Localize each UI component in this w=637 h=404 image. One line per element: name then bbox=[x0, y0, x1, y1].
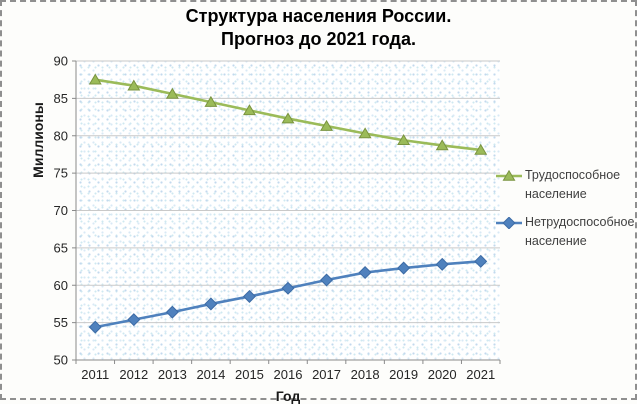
y-tick-label: 55 bbox=[54, 315, 68, 330]
data-point-marker[interactable] bbox=[88, 320, 102, 334]
y-tick-label: 85 bbox=[54, 91, 68, 106]
legend-marker bbox=[502, 217, 516, 229]
x-tick-label: 2014 bbox=[196, 367, 225, 382]
legend-diamond-marker-icon bbox=[496, 217, 522, 229]
data-point-marker[interactable] bbox=[358, 266, 372, 280]
x-tick-label: 2013 bbox=[158, 367, 187, 382]
y-tick-label: 65 bbox=[54, 240, 68, 255]
y-tick-label: 75 bbox=[54, 166, 68, 181]
x-tick-label: 2011 bbox=[81, 367, 109, 382]
data-point-marker[interactable] bbox=[474, 143, 488, 155]
data-point-marker[interactable] bbox=[281, 281, 295, 295]
x-tick-label: 2018 bbox=[351, 367, 380, 382]
data-point-marker[interactable] bbox=[397, 261, 411, 275]
data-point-marker[interactable] bbox=[474, 254, 488, 268]
x-axis-title: Год bbox=[275, 388, 301, 404]
chart-title-line2: Прогноз до 2021 года. bbox=[221, 29, 416, 49]
data-point-marker[interactable] bbox=[165, 305, 179, 319]
legend-item-workforce[interactable]: Трудоспособное население bbox=[496, 166, 634, 204]
legend: Трудоспособное население Нетрудоспособно… bbox=[496, 166, 634, 251]
chart-title-line1: Структура населения России. bbox=[185, 6, 452, 26]
x-tick-label: 2019 bbox=[389, 367, 418, 382]
data-point-marker[interactable] bbox=[320, 273, 334, 287]
y-tick-label: 70 bbox=[54, 203, 68, 218]
data-point-marker[interactable] bbox=[88, 73, 102, 85]
y-tick-label: 80 bbox=[54, 128, 68, 143]
x-tick-label: 2012 bbox=[119, 367, 148, 382]
chart-title: Структура населения России. Прогноз до 2… bbox=[40, 5, 597, 51]
series-triangle[interactable] bbox=[88, 73, 488, 155]
legend-triangle-marker-icon bbox=[496, 170, 522, 181]
y-tick-label: 90 bbox=[54, 54, 68, 69]
data-point-marker[interactable] bbox=[204, 297, 218, 311]
data-point-marker[interactable] bbox=[358, 127, 372, 139]
data-point-marker[interactable] bbox=[127, 313, 141, 327]
data-point-marker[interactable] bbox=[204, 95, 218, 107]
x-tick-label: 2016 bbox=[274, 367, 303, 382]
x-tick-label: 2015 bbox=[235, 367, 264, 382]
data-point-marker[interactable] bbox=[435, 257, 449, 271]
y-tick-label: 60 bbox=[54, 278, 68, 293]
series-diamond[interactable] bbox=[88, 254, 488, 334]
data-point-marker[interactable] bbox=[242, 104, 256, 116]
data-point-marker[interactable] bbox=[165, 87, 179, 99]
legend-marker bbox=[502, 170, 516, 181]
data-point-marker[interactable] bbox=[127, 79, 141, 91]
data-point-marker[interactable] bbox=[242, 289, 256, 303]
legend-item-nonworkforce[interactable]: Нетрудоспособное население bbox=[496, 213, 634, 251]
data-point-marker[interactable] bbox=[435, 139, 449, 151]
legend-label: Трудоспособное население bbox=[525, 168, 621, 201]
data-point-marker[interactable] bbox=[397, 134, 411, 146]
data-point-marker[interactable] bbox=[281, 112, 295, 124]
x-tick-label: 2017 bbox=[312, 367, 341, 382]
legend-label: Нетрудоспособное население bbox=[525, 215, 635, 248]
x-tick-label: 2021 bbox=[466, 367, 495, 382]
data-point-marker[interactable] bbox=[320, 119, 334, 131]
x-tick-label: 2020 bbox=[428, 367, 457, 382]
y-tick-label: 50 bbox=[54, 353, 68, 368]
